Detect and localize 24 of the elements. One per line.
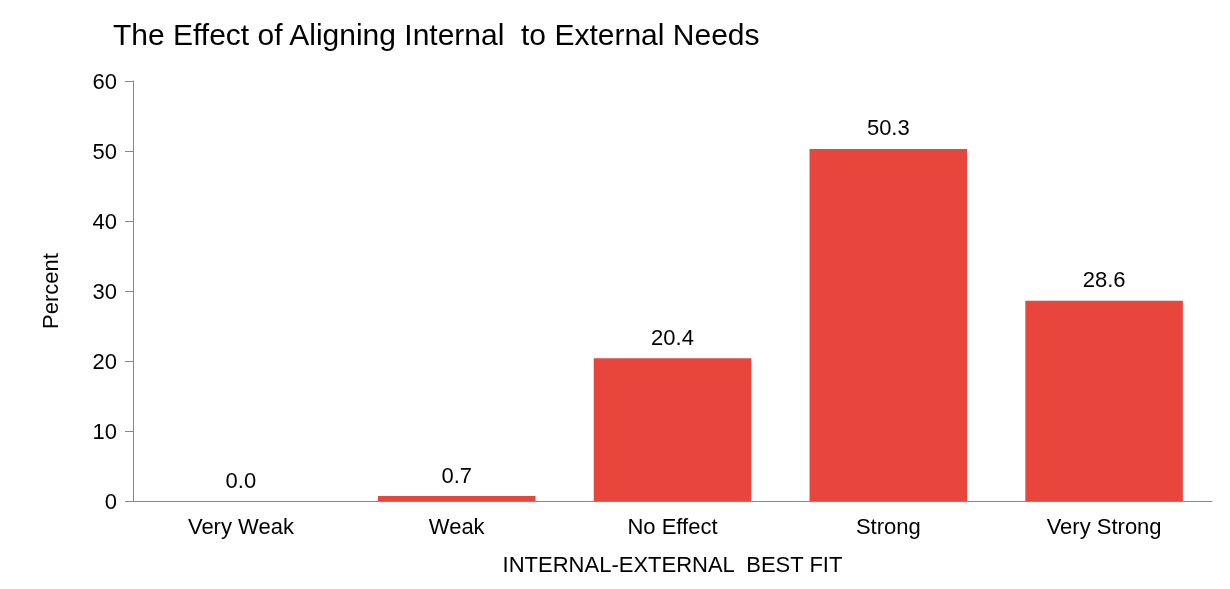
y-tick-label: 50 (92, 138, 117, 164)
data-label: 20.4 (651, 324, 694, 350)
data-label: 0.0 (225, 467, 257, 493)
bar (1025, 300, 1183, 501)
x-tick-label: Weak (428, 513, 486, 539)
y-tick-label: 60 (92, 68, 117, 94)
x-tick-label: Very Strong (1046, 513, 1162, 539)
data-label: 0.7 (441, 462, 472, 488)
bar (593, 358, 752, 501)
chart-title: The Effect of Aligning Internal to External Needs (113, 17, 760, 51)
data-label: 50.3 (866, 115, 910, 141)
y-tick-label: 0 (104, 488, 117, 514)
x-tick-label: Very Weak (187, 513, 295, 539)
bar (377, 496, 536, 501)
y-axis-title: Percent (37, 253, 63, 329)
bar (809, 148, 968, 501)
x-tick-label: Strong (855, 513, 921, 539)
x-tick-label: No Effect (627, 513, 718, 539)
y-tick-label: 30 (92, 278, 117, 304)
y-tick-label: 10 (92, 418, 117, 444)
y-tick-label: 40 (92, 208, 117, 234)
x-axis-title: INTERNAL-EXTERNAL BEST FIT (502, 551, 843, 577)
y-tick-label: 20 (92, 348, 117, 374)
data-label: 28.6 (1082, 267, 1126, 293)
